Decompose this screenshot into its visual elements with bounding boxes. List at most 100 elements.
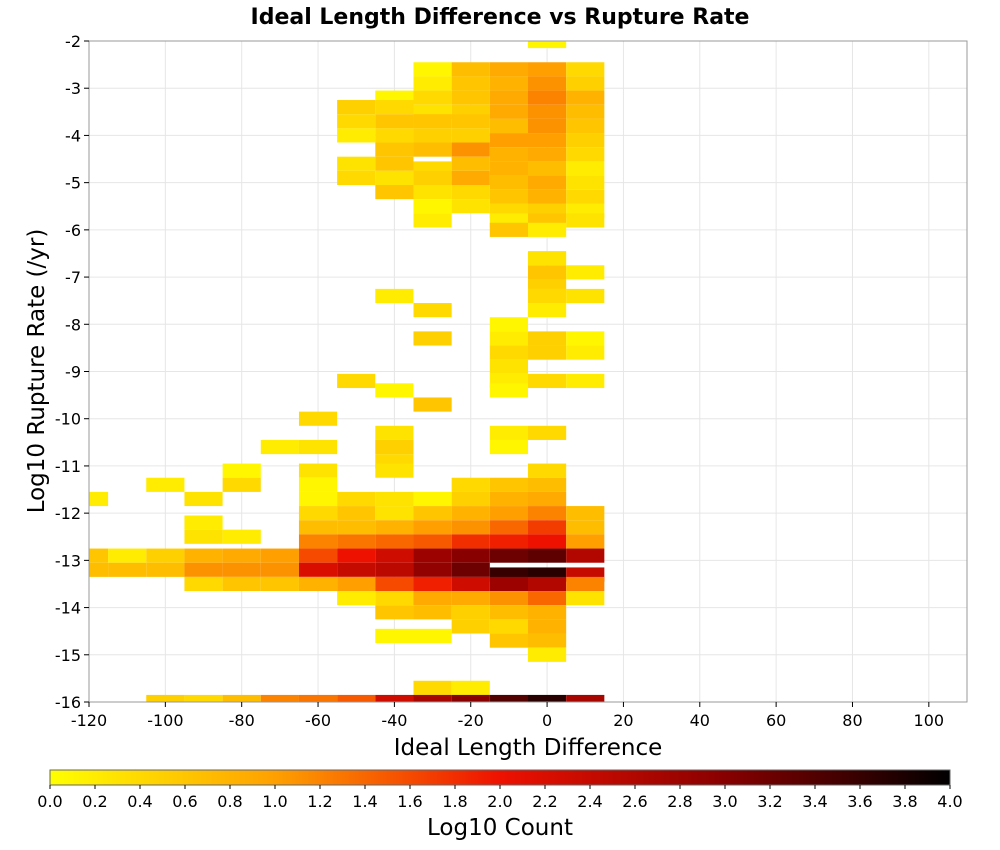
heatmap-cell xyxy=(528,520,567,535)
heatmap-cell xyxy=(528,506,567,521)
heatmap-cell xyxy=(451,694,490,702)
heatmap-cell xyxy=(337,548,376,563)
heatmap-cell xyxy=(451,90,490,105)
heatmap-cell xyxy=(375,506,414,521)
colorbar xyxy=(49,769,951,786)
colorbar-tick-label: 2.6 xyxy=(622,792,647,811)
heatmap-cell xyxy=(108,548,147,563)
heatmap-cell xyxy=(528,222,567,237)
heatmap-cell xyxy=(184,548,223,563)
heatmap-cell xyxy=(451,605,490,620)
colorbar-tick-label: 4.0 xyxy=(937,792,962,811)
heatmap-cell xyxy=(566,373,605,389)
colorbar-tick-label: 2.8 xyxy=(667,792,692,811)
heatmap-cell xyxy=(566,161,605,176)
heatmap-cell xyxy=(528,161,567,176)
y-tick-label: -15 xyxy=(55,646,81,665)
colorbar-tick-label: 3.6 xyxy=(847,792,872,811)
heatmap-cell xyxy=(489,576,528,592)
heatmap-cell xyxy=(413,114,452,129)
heatmap-cell xyxy=(566,548,605,563)
heatmap-cell xyxy=(413,605,452,620)
heatmap-cell xyxy=(528,548,567,563)
heatmap-cell xyxy=(375,605,414,620)
y-tick-label: -2 xyxy=(65,32,81,51)
y-tick-label: -4 xyxy=(65,126,81,145)
heatmap-cell xyxy=(413,491,452,507)
heatmap-cell xyxy=(528,189,567,204)
colorbar-tick-label: 3.4 xyxy=(802,792,827,811)
colorbar-tick-label: 0.2 xyxy=(82,792,107,811)
colorbar-tick-label: 2.0 xyxy=(487,792,512,811)
heatmap-cell xyxy=(451,680,490,695)
heatmap-cell xyxy=(566,534,605,549)
heatmap-cell xyxy=(413,680,452,695)
heatmap-cell xyxy=(451,142,490,157)
heatmap-cell xyxy=(451,591,490,606)
heatmap-cell xyxy=(451,619,490,634)
heatmap-cell xyxy=(566,345,605,360)
heatmap-cell xyxy=(489,147,528,162)
colorbar-label: Log10 Count xyxy=(427,815,573,841)
heatmap-cell xyxy=(413,548,452,563)
heatmap-cell xyxy=(451,170,490,186)
heatmap-cell xyxy=(489,534,528,549)
heatmap-cell xyxy=(298,548,338,563)
heatmap-cell xyxy=(528,477,567,492)
heatmap-cell xyxy=(489,90,528,105)
heatmap-cell xyxy=(184,529,223,544)
heatmap-cell xyxy=(260,439,299,455)
heatmap-cell xyxy=(566,147,605,162)
heatmap-cell xyxy=(451,62,490,77)
colorbar-tick-label: 1.0 xyxy=(262,792,287,811)
heatmap-cell xyxy=(298,506,338,521)
heatmap-cell xyxy=(89,562,109,577)
heatmap-cell xyxy=(451,156,490,171)
heatmap-cell xyxy=(451,506,490,521)
heatmap-cell xyxy=(375,100,414,115)
y-tick-label: -3 xyxy=(65,79,81,98)
x-axis-ticks: -120 -100 -80 -60 -40 -20 0 20 40 60 80 100 xyxy=(71,702,944,730)
heatmap-cell xyxy=(528,647,567,662)
heatmap-cell xyxy=(413,76,452,91)
heatmap-cell xyxy=(489,175,528,190)
x-tick-label: 20 xyxy=(613,711,633,730)
y-tick-label: -7 xyxy=(65,268,81,287)
heatmap-cell xyxy=(146,477,185,492)
heatmap-cell xyxy=(489,331,528,346)
x-tick-label: -120 xyxy=(71,711,107,730)
heatmap-cell xyxy=(528,147,567,162)
heatmap-cell xyxy=(260,562,299,577)
heatmap-cell xyxy=(528,619,567,634)
heatmap-cell xyxy=(451,520,490,535)
heatmap-cell xyxy=(566,265,605,280)
heatmap-cell xyxy=(375,520,414,535)
heatmap-cell xyxy=(489,161,528,176)
heatmap-cell xyxy=(528,425,567,440)
heatmap-cell xyxy=(375,576,414,592)
heatmap-cell xyxy=(413,534,452,549)
heatmap-cell xyxy=(375,288,414,304)
heatmap-cell xyxy=(298,534,338,549)
heatmap-cell xyxy=(260,548,299,563)
colorbar-tick-label: 1.4 xyxy=(352,792,377,811)
heatmap-cell xyxy=(489,548,528,563)
heatmap-cell xyxy=(298,439,338,455)
heatmap-cell xyxy=(375,591,414,606)
chart-title: Ideal Length Difference vs Rupture Rate xyxy=(251,5,750,30)
heatmap-cell xyxy=(260,576,299,592)
heatmap-cell xyxy=(566,90,605,105)
heatmap-cell xyxy=(222,562,261,577)
heatmap-cell xyxy=(375,534,414,549)
heatmap-cell xyxy=(375,170,414,186)
heatmap-cell xyxy=(528,41,567,49)
heatmap-cell xyxy=(566,118,605,134)
heatmap-cell xyxy=(413,397,452,412)
heatmap-cell xyxy=(489,591,528,606)
colorbar-tick-label: 1.6 xyxy=(397,792,422,811)
heatmap-cell xyxy=(337,491,376,507)
heatmap-cell xyxy=(413,303,452,318)
heatmap-cell xyxy=(413,128,452,143)
heatmap-cell xyxy=(146,548,185,563)
